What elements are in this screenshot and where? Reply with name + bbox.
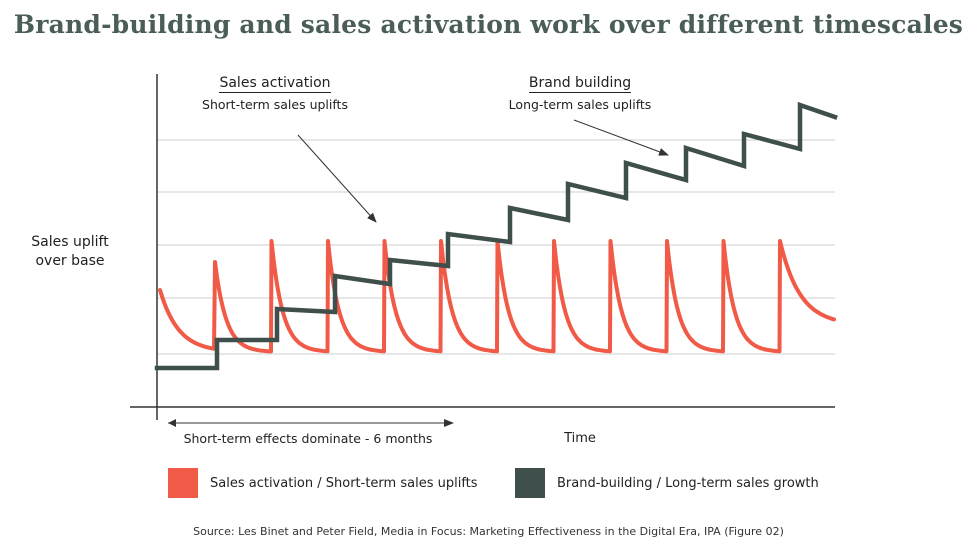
legend-item-brand: Brand-building / Long-term sales growth xyxy=(515,468,819,498)
sales-activation-heading: Sales activation xyxy=(219,75,331,93)
x-axis-label: Time xyxy=(563,431,596,446)
sales-activation-annotation: Sales activation Short-term sales uplift… xyxy=(185,72,365,112)
brand-building-annotation: Brand building Long-term sales uplifts xyxy=(495,72,665,112)
legend-label-activation: Sales activation / Short-term sales upli… xyxy=(210,475,478,491)
legend-swatch-brand xyxy=(515,468,545,498)
chart-title: Brand-building and sales activation work… xyxy=(13,10,964,39)
axes xyxy=(130,74,835,420)
source-note: Source: Les Binet and Peter Field, Media… xyxy=(193,525,784,538)
legend-label-brand: Brand-building / Long-term sales growth xyxy=(557,475,819,491)
sales-activation-arrow xyxy=(297,134,377,223)
sales-activation-subheading: Short-term sales uplifts xyxy=(202,97,348,112)
brand-building-arrow xyxy=(573,119,669,156)
legend-item-activation: Sales activation / Short-term sales upli… xyxy=(168,468,478,498)
short-term-range-label: Short-term effects dominate - 6 months xyxy=(184,431,433,446)
brand-building-heading: Brand building xyxy=(528,75,632,93)
annotation-arrows xyxy=(168,119,669,427)
series-group xyxy=(154,101,838,371)
short-term-range-arrow-start xyxy=(168,419,176,427)
brand-building-subheading: Long-term sales uplifts xyxy=(508,97,652,112)
series-brand-building-line xyxy=(154,101,838,371)
y-axis-label: Sales uplift over base xyxy=(31,234,109,269)
legend-swatch-activation xyxy=(168,468,198,498)
series-sales-activation-line xyxy=(158,239,836,354)
